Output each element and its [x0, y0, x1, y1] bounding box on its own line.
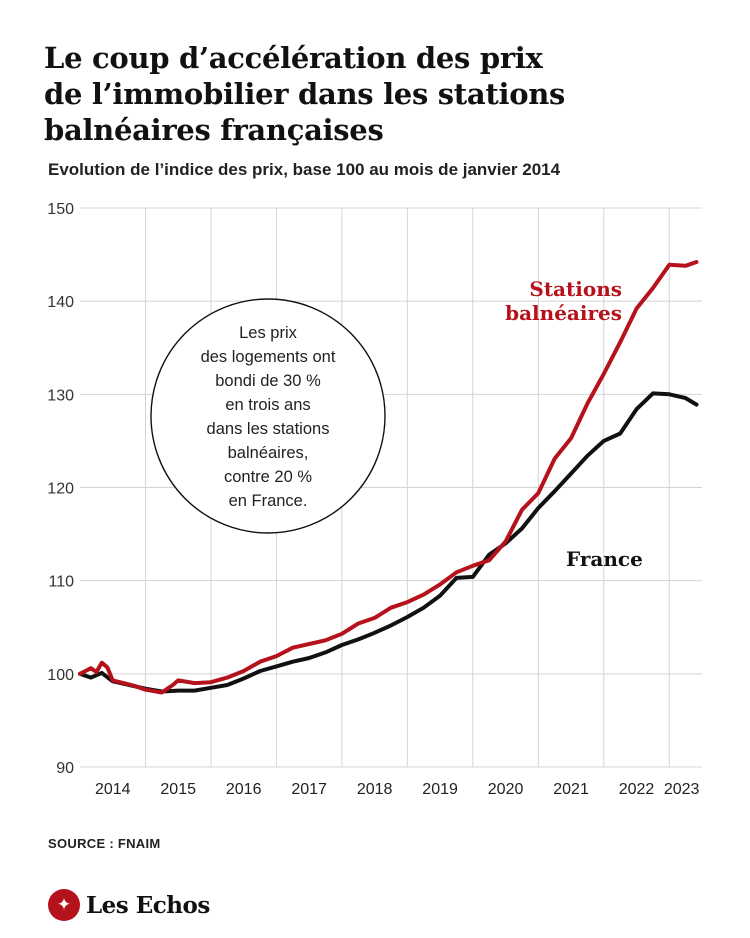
annotation-line: bondi de 30 %	[215, 372, 321, 390]
grid	[80, 207, 702, 768]
chart-title: Le coup d’accélération des prix de l’imm…	[44, 40, 704, 148]
source-note: SOURCE : FNAIM	[48, 836, 161, 851]
x-tick-label: 2021	[553, 781, 589, 798]
x-axis: 2014 2015 2016 2017 2018 2019 2020 2021 2022 2023	[95, 781, 700, 798]
x-tick-label: 2015	[160, 781, 196, 798]
series-lines	[78, 260, 699, 695]
y-tick-label: 100	[47, 667, 74, 684]
y-axis: 90 100 110 120 130 140 150	[47, 201, 74, 777]
x-tick-label: 2014	[95, 781, 131, 798]
annotation-line: des logements ont	[201, 348, 336, 366]
annotation-line: en trois ans	[225, 396, 310, 414]
y-tick-label: 140	[47, 294, 74, 311]
annotation-line: Les prix	[239, 324, 298, 342]
x-tick-label: 2020	[488, 781, 524, 798]
x-tick-label: 2019	[422, 781, 458, 798]
x-tick-label: 2017	[291, 781, 327, 798]
annotation-line: balnéaires,	[228, 444, 309, 462]
annotation-line: dans les stations	[207, 420, 330, 438]
annotation-line: contre 20 %	[224, 468, 312, 486]
annotation-bubble: Les prix des logements ont bondi de 30 % en…	[150, 298, 386, 534]
x-tick-label: 2018	[357, 781, 393, 798]
x-tick-label: 2016	[226, 781, 262, 798]
y-tick-label: 130	[47, 387, 74, 404]
x-tick-label: 2022	[619, 781, 655, 798]
title-line: Le coup d’accélération des prix	[44, 41, 543, 75]
x-tick-label: 2023	[664, 781, 700, 798]
brand-name: Les Echos	[86, 891, 210, 919]
series-label-stations: balnéaires	[505, 301, 622, 325]
title-line: balnéaires françaises	[44, 113, 384, 147]
series-label-france: France	[566, 547, 643, 571]
y-tick-label: 150	[47, 201, 74, 218]
echos-emblem-icon: ✦	[48, 889, 80, 921]
chart-subtitle: Evolution de l’indice des prix, base 100…	[48, 160, 561, 179]
annotation-circle	[150, 298, 386, 534]
y-tick-label: 110	[48, 574, 74, 591]
series-line-stations	[78, 260, 699, 695]
brand-logo: ✦ Les Echos	[48, 889, 210, 921]
series-line-france	[78, 391, 699, 694]
title-line: de l’immobilier dans les stations	[44, 77, 566, 111]
annotation-line: en France.	[229, 492, 308, 510]
y-tick-label: 90	[56, 760, 74, 777]
y-tick-label: 120	[47, 481, 74, 498]
series-label-stations: Stations	[529, 277, 622, 301]
